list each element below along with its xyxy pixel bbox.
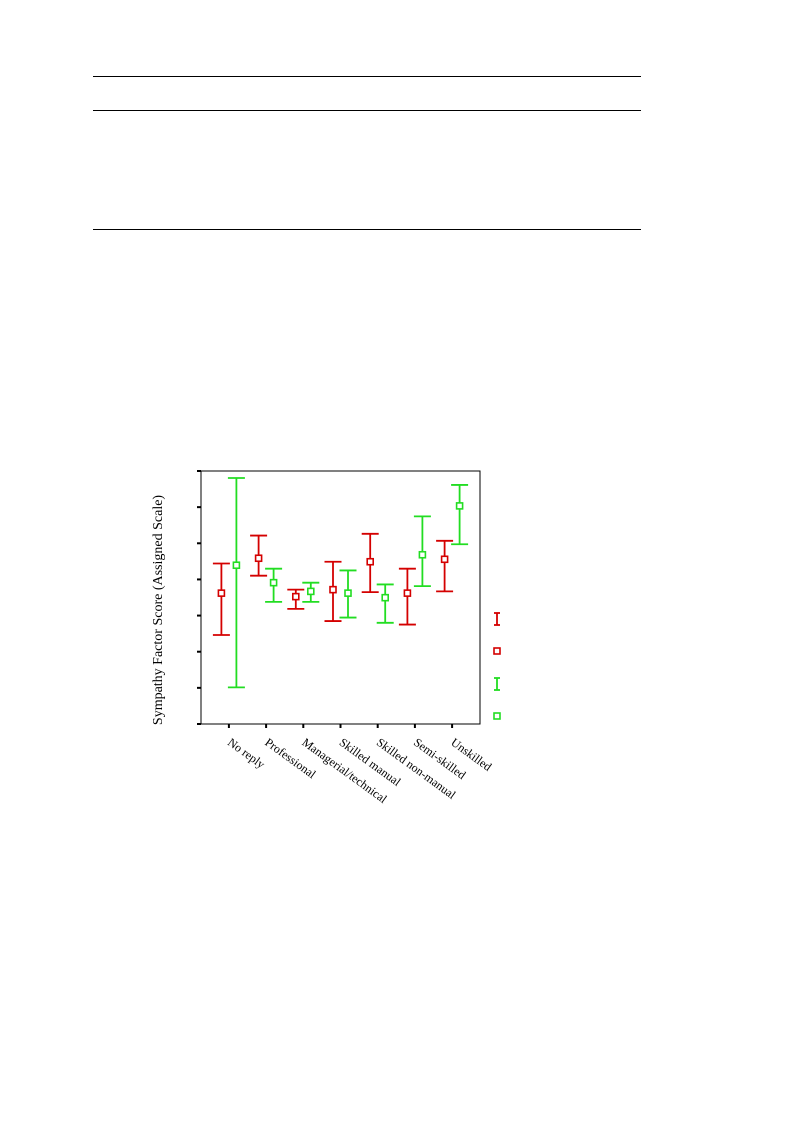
table-rule-middle bbox=[93, 110, 641, 111]
error-bar bbox=[436, 539, 454, 593]
mean-marker bbox=[418, 550, 427, 559]
error-bar bbox=[212, 562, 230, 636]
error-bar bbox=[361, 532, 379, 593]
x-axis-ticks bbox=[227, 724, 454, 728]
mean-marker bbox=[269, 578, 278, 587]
y-axis-ticks bbox=[197, 470, 201, 725]
error-bar bbox=[324, 560, 342, 622]
legend-item-1 bbox=[493, 612, 501, 655]
error-bar bbox=[398, 567, 416, 626]
error-bar bbox=[265, 567, 283, 603]
mean-marker bbox=[232, 561, 241, 570]
mean-marker bbox=[254, 554, 263, 563]
series-layer bbox=[212, 477, 469, 689]
error-bar bbox=[451, 484, 469, 546]
plot-frame bbox=[200, 470, 481, 725]
error-bar bbox=[287, 588, 305, 610]
error-bar bbox=[227, 477, 245, 689]
error-bar bbox=[339, 569, 357, 619]
mean-marker bbox=[329, 585, 337, 594]
mean-marker bbox=[381, 593, 390, 602]
table-rule-top bbox=[93, 76, 641, 77]
error-bar bbox=[413, 515, 431, 588]
x-tick-label: No reply bbox=[225, 735, 267, 771]
error-bar bbox=[250, 534, 268, 577]
legend-mean-marker bbox=[493, 647, 501, 655]
table-rule-bottom bbox=[93, 229, 641, 230]
error-bar bbox=[302, 581, 320, 603]
legend bbox=[493, 612, 501, 720]
series-2 bbox=[227, 477, 469, 689]
legend-mean-marker bbox=[493, 712, 501, 720]
mean-marker bbox=[440, 555, 449, 564]
mean-marker bbox=[403, 589, 412, 597]
mean-marker bbox=[455, 502, 464, 510]
series-1 bbox=[212, 532, 454, 636]
legend-item-2 bbox=[493, 677, 501, 720]
mean-marker bbox=[366, 557, 375, 566]
mean-marker bbox=[217, 589, 226, 597]
x-axis-labels: No replyProfessionalManagerial/technical… bbox=[225, 735, 494, 806]
error-bar bbox=[376, 583, 394, 624]
mean-marker bbox=[291, 592, 300, 601]
mean-marker bbox=[344, 589, 352, 597]
y-axis-label: Sympathy Factor Score (Assigned Scale) bbox=[151, 495, 166, 726]
mean-marker bbox=[306, 587, 315, 596]
